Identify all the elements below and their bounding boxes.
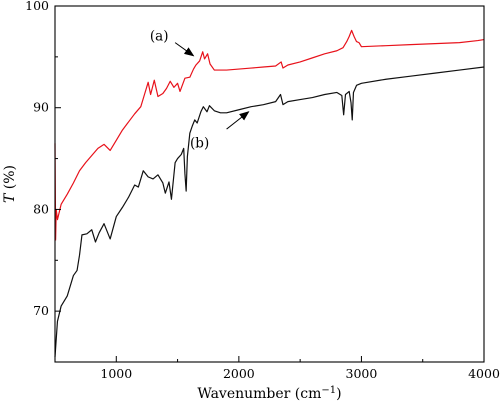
series-layer [54, 29, 485, 357]
x-tick-label: 1000 [100, 366, 132, 381]
x-tick-label: 2000 [223, 366, 255, 381]
plot-frame [54, 5, 485, 363]
x-axis-title-suffix: ) [336, 386, 341, 402]
x-tick-label: 4000 [468, 366, 500, 381]
annotation-arrow-1 [174, 42, 195, 57]
x-axis-title-superscript: −1 [321, 385, 336, 396]
series-line-1 [54, 29, 485, 241]
y-tick-label: 80 [33, 201, 49, 216]
y-axis-title: T (%) [2, 165, 18, 203]
x-tick-label: 3000 [346, 366, 378, 381]
y-axis-title-rest: (%) [2, 165, 18, 194]
x-axis-title: Wavenumber (cm−1) [197, 385, 341, 402]
ticks-layer: 1000 2000 3000 4000 70 80 90 100 [25, 0, 500, 381]
x-axis-title-main: Wavenumber (cm [197, 386, 321, 402]
y-axis-title-italic: T [2, 192, 18, 203]
y-tick-label: 90 [33, 100, 49, 115]
annotations-layer: (a) (b) [150, 29, 250, 151]
annotation-label-2: (b) [190, 135, 209, 151]
annotation-arrow-2 [226, 111, 250, 130]
series-line-2 [54, 66, 485, 357]
y-tick-label: 70 [33, 303, 49, 318]
y-tick-label: 100 [25, 0, 49, 13]
annotation-label-1: (a) [150, 29, 169, 45]
